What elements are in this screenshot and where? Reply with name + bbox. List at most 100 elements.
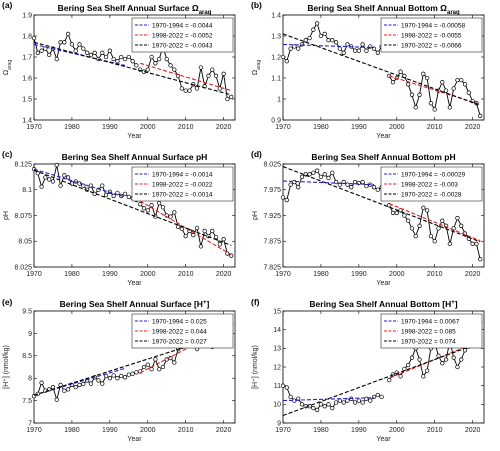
- data-point: [202, 228, 207, 234]
- legend-entry: 1970-2022 = 0.027: [152, 338, 207, 345]
- title-text: Bering Sea Shelf Annual Surface [H: [60, 299, 203, 309]
- panel-label: (d): [251, 149, 262, 159]
- data-point: [115, 59, 120, 64]
- y-tick-label: 7.825: [263, 264, 281, 271]
- data-point: [459, 357, 464, 362]
- y-tick-label: 1.2: [271, 54, 281, 61]
- data-point: [172, 67, 177, 72]
- y-tick-label: 8.5: [22, 353, 32, 360]
- data-point: [284, 385, 289, 390]
- data-point: [284, 59, 289, 64]
- data-point: [459, 223, 464, 228]
- data-point: [455, 364, 460, 370]
- data-point: [172, 210, 177, 215]
- data-point: [406, 82, 411, 87]
- y-axis-label: pH: [3, 211, 10, 220]
- trend-line-3: [33, 41, 232, 96]
- data-point: [356, 398, 361, 403]
- data-point: [54, 397, 59, 402]
- x-tick-label: 2020: [216, 427, 232, 434]
- data-point: [213, 234, 219, 240]
- data-point: [164, 56, 169, 62]
- data-point: [100, 183, 105, 188]
- data-point: [413, 233, 418, 239]
- x-tick-label: 2020: [216, 124, 232, 131]
- data-point: [111, 193, 116, 199]
- y-tick-label: 8.025: [14, 264, 32, 271]
- legend: 1970-1994 = 0.0067 1998-2022 = 0.085 1970-…: [380, 313, 483, 349]
- y-tick-label: 8.05: [18, 239, 32, 246]
- x-tick-label: 2010: [178, 124, 194, 131]
- data-point: [100, 50, 105, 55]
- title-suffix: ]: [206, 299, 209, 309]
- chart-title: Bering Sea Shelf Annual Bottom [H+]: [309, 299, 457, 309]
- data-point: [103, 192, 109, 198]
- data-point: [311, 170, 316, 175]
- trend-line-1: [33, 43, 126, 66]
- panel-label: (f): [251, 297, 260, 307]
- data-point: [398, 69, 403, 74]
- title-superscript: +: [451, 300, 455, 306]
- data-point: [145, 208, 150, 213]
- data-point: [402, 366, 407, 372]
- data-point: [198, 65, 204, 70]
- data-point: [126, 372, 131, 377]
- data-point: [360, 42, 365, 47]
- data-point: [31, 35, 37, 41]
- data-point: [175, 73, 181, 79]
- data-point: [69, 181, 75, 186]
- data-point: [296, 46, 301, 51]
- data-point: [69, 42, 75, 47]
- data-point: [371, 185, 377, 190]
- data-point: [145, 67, 150, 72]
- y-label-text: pH: [3, 211, 10, 220]
- data-point: [314, 168, 320, 173]
- data-point: [194, 86, 200, 91]
- x-tick-label: 2000: [389, 271, 405, 278]
- x-tick-label: 2000: [140, 427, 156, 434]
- x-tick-label: 2010: [178, 271, 194, 278]
- chart-title: Bering Sea Shelf Annual Surface pH: [62, 152, 208, 162]
- data-point: [168, 214, 173, 219]
- data-point: [47, 52, 52, 58]
- data-point: [330, 405, 335, 411]
- x-axis-label: Year: [127, 280, 142, 287]
- data-point: [284, 197, 289, 203]
- legend-entry: 1998-2022 = -0.0055: [401, 32, 462, 39]
- data-point: [398, 374, 403, 379]
- data-point: [280, 195, 286, 200]
- data-point: [352, 400, 358, 405]
- y-axis-label: Ωarag: [3, 60, 13, 75]
- x-tick-label: 2010: [427, 124, 443, 131]
- chart-panel-1: (a) Bering Sea Shelf Annual Surface Ωarag…: [2, 0, 236, 140]
- y-tick-label: 9.5: [22, 308, 32, 315]
- data-point: [157, 367, 162, 372]
- data-point: [58, 382, 63, 388]
- legend-entry: 1998-2022 = 0.085: [401, 328, 456, 335]
- panel-label: (b): [251, 0, 262, 10]
- y-tick-label: 8.125: [14, 161, 32, 168]
- data-point: [318, 402, 324, 407]
- x-tick-label: 1990: [102, 124, 118, 131]
- data-point: [314, 21, 320, 26]
- data-point: [84, 50, 90, 55]
- data-point: [299, 42, 305, 47]
- data-point: [229, 253, 234, 258]
- legend-entry: 1998-2022 = 0.044: [152, 328, 207, 335]
- data-point: [73, 385, 78, 390]
- data-point: [417, 223, 422, 228]
- data-point: [221, 237, 226, 242]
- y-tick-label: 1.7: [22, 54, 32, 61]
- data-point: [157, 200, 162, 206]
- data-point: [432, 239, 437, 244]
- data-point: [417, 357, 422, 362]
- data-point: [443, 357, 449, 362]
- trend-line-3: [33, 169, 232, 246]
- data-point: [187, 88, 192, 93]
- data-point: [296, 185, 301, 190]
- legend-entry: 1970-1994 = -0.0014: [152, 171, 213, 178]
- data-point: [428, 101, 434, 106]
- panel-label: (e): [2, 297, 13, 307]
- x-tick-label: 2020: [465, 124, 481, 131]
